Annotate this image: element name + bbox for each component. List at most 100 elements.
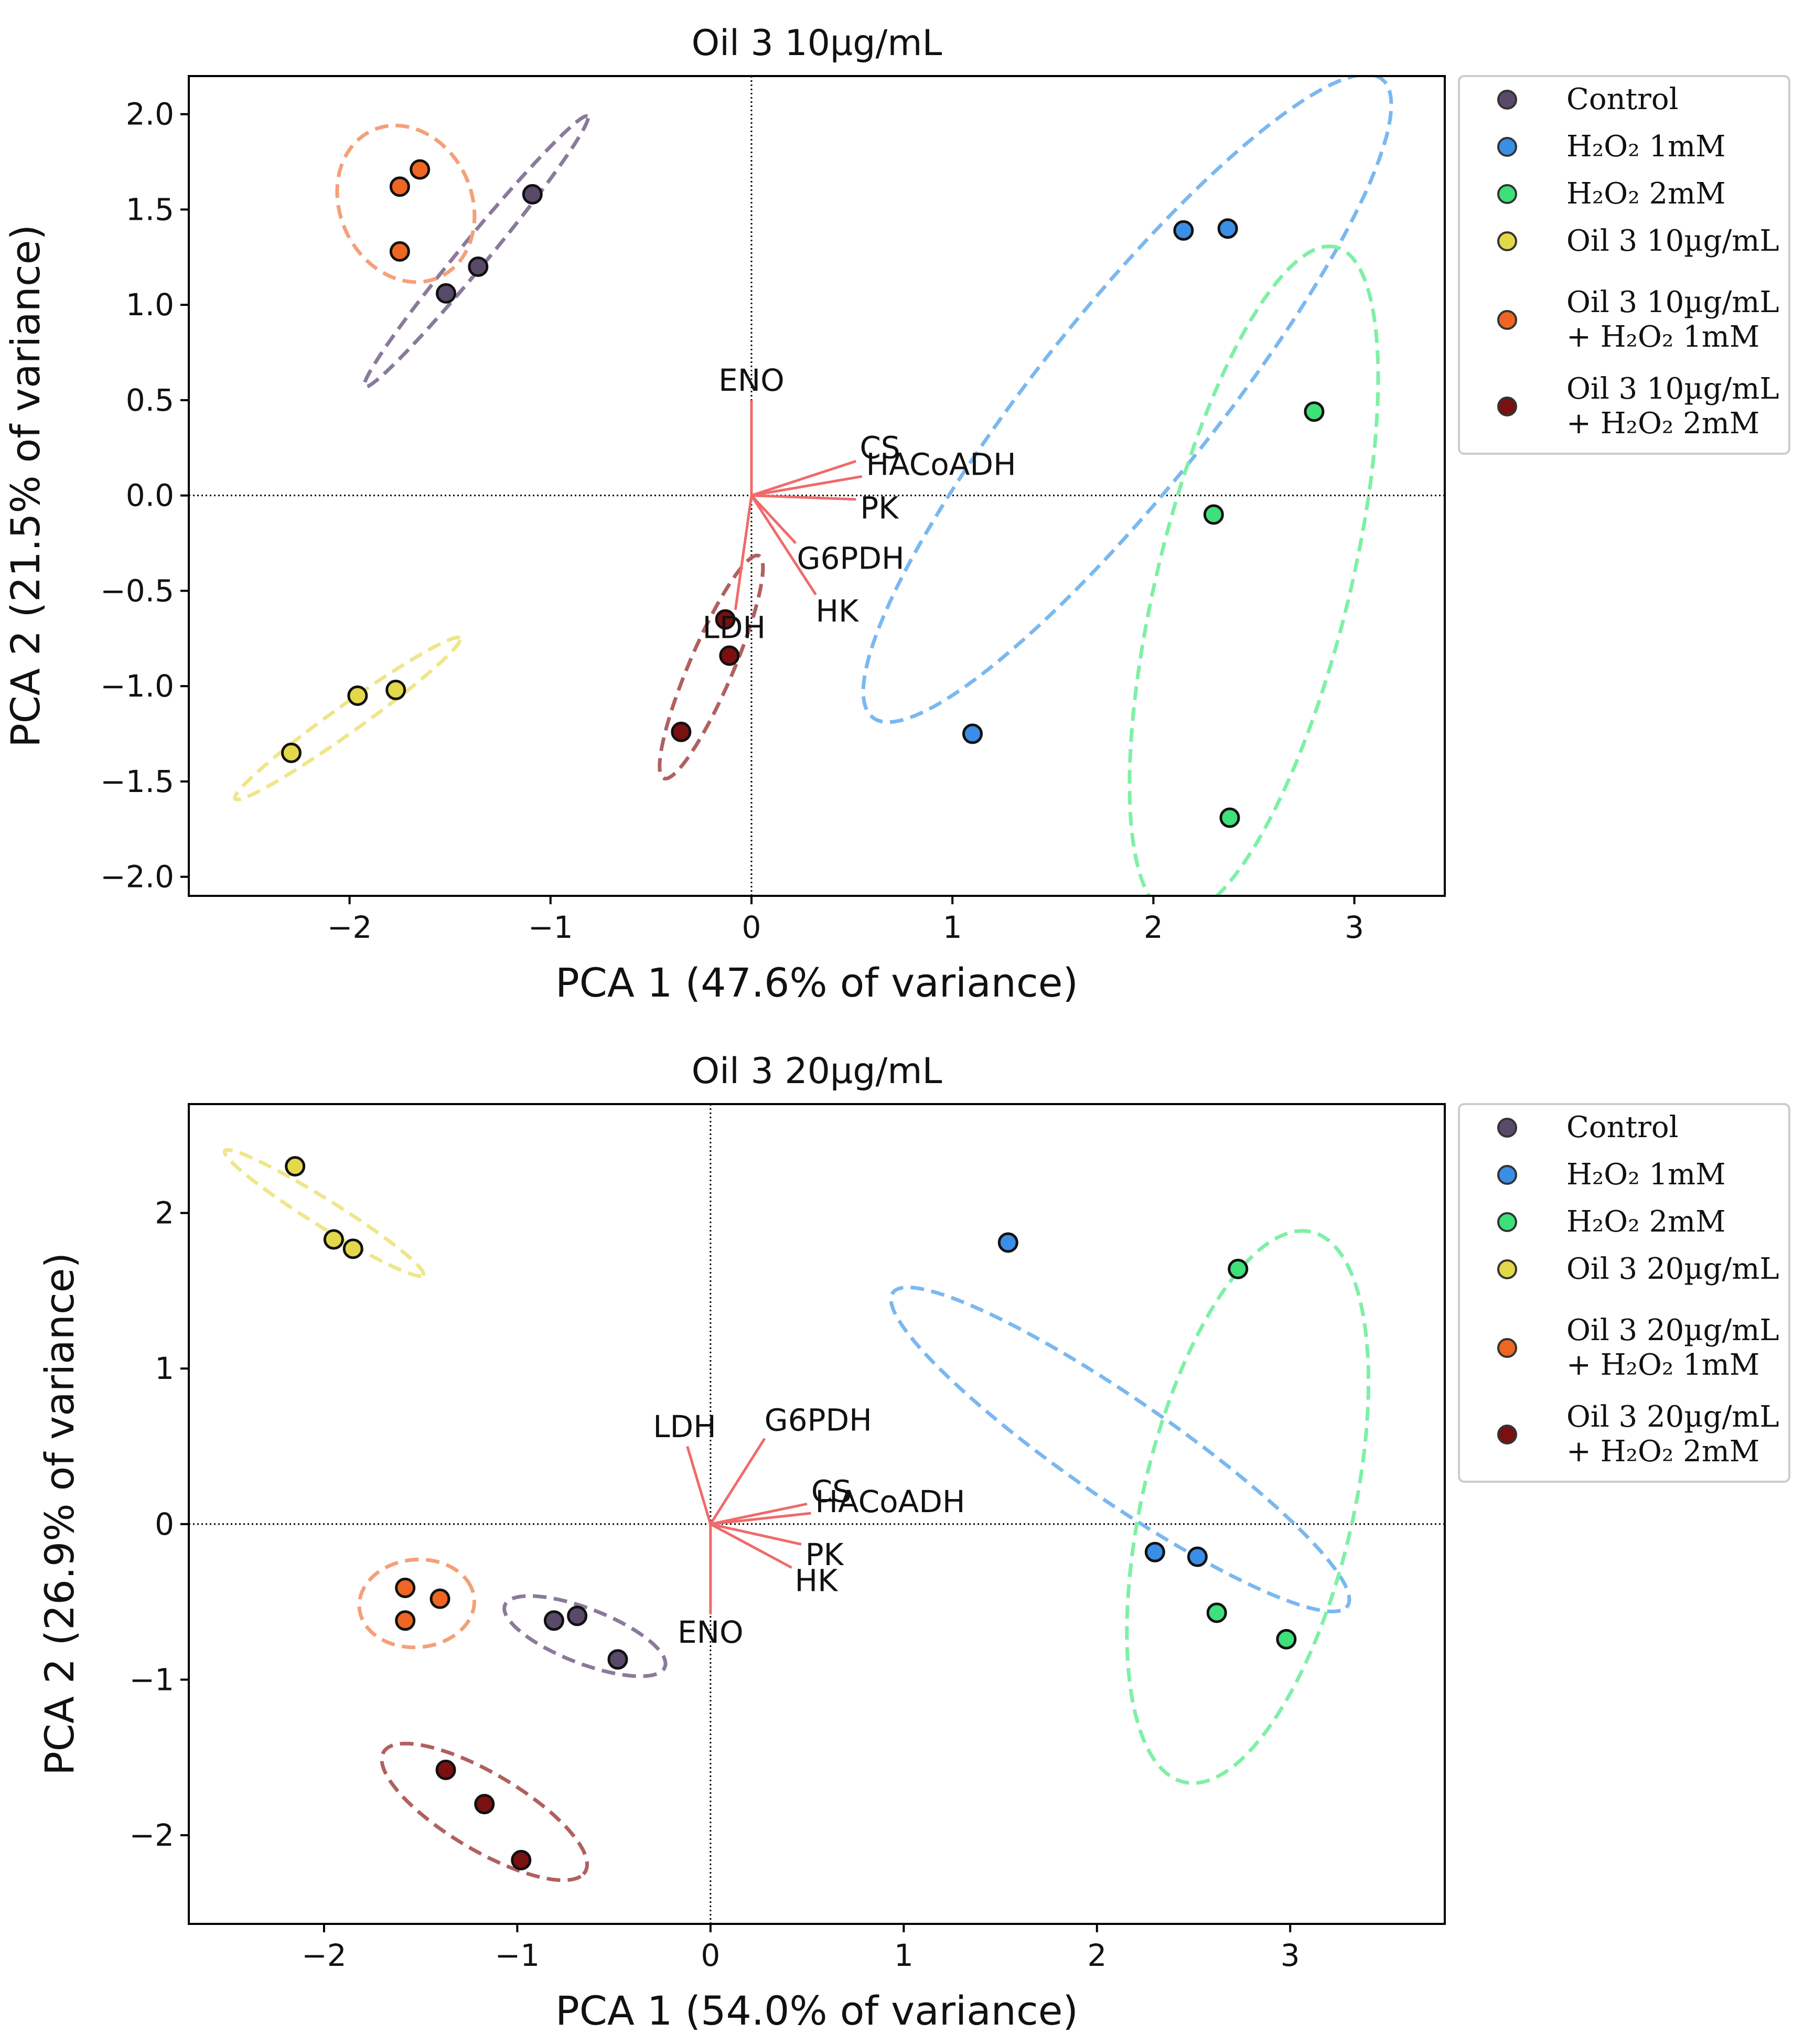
loading-label-hacoadh: HACoADH	[866, 446, 1016, 482]
loading-vector-hk	[750, 495, 817, 596]
confidence-ellipse-2	[861, 76, 1393, 724]
data-point	[347, 685, 368, 706]
legend-label: Control	[1566, 82, 1679, 116]
data-point	[281, 742, 302, 763]
confidence-ellipse-4	[222, 1148, 426, 1278]
confidence-ellipse-5	[335, 123, 477, 284]
y-axis-label: PCA 2 (26.9% of variance)	[36, 1253, 83, 1775]
x-tick-label: 2	[1087, 1938, 1107, 1973]
legend-label: + H₂O₂ 2mM	[1566, 1435, 1759, 1469]
legend-marker	[1497, 137, 1517, 157]
loading-label-g6pdh: G6PDH	[797, 541, 905, 576]
loading-vector-g6pdh	[750, 494, 797, 544]
legend-marker	[1497, 1118, 1517, 1138]
confidence-ellipse-6	[658, 553, 765, 781]
data-point	[395, 1577, 416, 1598]
data-point	[522, 184, 543, 205]
legend-marker	[1497, 397, 1517, 416]
loading-vector-pk	[751, 494, 856, 501]
y-tick-label: −2.0	[100, 859, 174, 895]
data-point	[511, 1849, 532, 1870]
loading-label-eno: ENO	[678, 1614, 744, 1650]
legend-marker	[1497, 184, 1517, 204]
plot-area	[189, 76, 1445, 896]
loading-label-g6pdh: G6PDH	[765, 1402, 872, 1438]
loading-label-cs: CS	[811, 1474, 852, 1510]
y-tick-label: 1.0	[126, 287, 174, 323]
data-point	[389, 176, 410, 197]
confidence-ellipse-4	[233, 636, 462, 801]
loading-vector-hacoadh	[710, 1512, 811, 1526]
legend-label: + H₂O₂ 1mM	[1566, 320, 1759, 354]
loading-label-pk: PK	[860, 490, 899, 526]
data-point	[435, 283, 456, 304]
loading-vector-hacoadh	[751, 475, 863, 497]
y-tick-label: −1.0	[100, 668, 174, 704]
confidence-ellipse-5	[357, 1557, 477, 1650]
y-tick-label: 1.5	[126, 191, 174, 227]
loading-label-eno: ENO	[718, 362, 785, 398]
legend-marker	[1497, 310, 1517, 330]
loading-vector-ldh	[686, 1446, 712, 1525]
legend-marker	[1497, 231, 1517, 251]
loading-label-hk: HK	[794, 1563, 839, 1598]
data-point	[997, 1232, 1018, 1253]
data-point	[395, 1610, 416, 1631]
legend: Control H₂O₂ 1mM H₂O₂ 2mM Oil 3 10µg/mL Oil …	[1458, 75, 1790, 455]
loading-vector-g6pdh	[709, 1438, 766, 1525]
y-tick-label: 2	[155, 1195, 174, 1231]
data-point	[468, 256, 489, 277]
data-point	[1276, 1629, 1297, 1650]
data-point	[962, 723, 983, 744]
data-point	[410, 159, 431, 180]
x-tick-label: 1	[894, 1938, 914, 1973]
x-tick-label: 0	[742, 909, 761, 945]
y-tick-label: −0.5	[100, 573, 174, 608]
data-point	[1217, 218, 1238, 239]
loading-label-cs: CS	[860, 430, 900, 466]
data-point	[1203, 504, 1224, 525]
legend-label: Control	[1566, 1110, 1679, 1144]
legend-label: Oil 3 20µg/mL	[1566, 1313, 1779, 1347]
x-axis-label: PCA 1 (54.0% of variance)	[555, 1987, 1078, 2034]
y-tick-label: 1	[155, 1351, 174, 1386]
y-tick-label: 0	[155, 1506, 174, 1542]
data-point	[1173, 220, 1194, 241]
data-point	[1206, 1602, 1227, 1623]
legend-label: Oil 3 10µg/mL	[1566, 224, 1779, 258]
x-tick-label: −2	[327, 909, 372, 945]
y-tick-label: −1	[130, 1662, 175, 1697]
data-point	[607, 1649, 628, 1670]
legend-marker	[1497, 1212, 1517, 1232]
data-point	[719, 645, 740, 666]
loading-vector-pk	[710, 1523, 802, 1546]
legend-label: Oil 3 20µg/mL	[1566, 1252, 1779, 1286]
data-point	[567, 1606, 588, 1626]
data-point	[323, 1229, 344, 1250]
confidence-ellipse-3	[1128, 244, 1380, 896]
legend-label: + H₂O₂ 1mM	[1566, 1348, 1759, 1382]
confidence-ellipse-2	[889, 1285, 1351, 1613]
y-tick-label: −1.5	[100, 764, 174, 799]
data-point	[389, 241, 410, 262]
legend-marker	[1497, 1338, 1517, 1358]
x-tick-label: −2	[302, 1938, 347, 1973]
plot-area	[189, 1104, 1445, 1924]
legend-marker	[1497, 1425, 1517, 1444]
y-axis-label: PCA 2 (21.5% of variance)	[2, 224, 49, 747]
loading-label-hacoadh: HACoADH	[815, 1484, 965, 1519]
legend-label: H₂O₂ 1mM	[1566, 130, 1726, 164]
confidence-ellipse-3	[1125, 1229, 1371, 1785]
data-point	[1144, 1542, 1165, 1563]
loading-label-ldh: LDH	[703, 610, 766, 646]
legend-marker	[1497, 1165, 1517, 1185]
legend-label: + H₂O₂ 2mM	[1566, 406, 1759, 441]
data-point	[285, 1156, 306, 1177]
loading-label-pk: PK	[806, 1537, 845, 1572]
loading-vector-cs	[710, 1502, 808, 1526]
data-point	[1304, 401, 1325, 422]
confidence-ellipse-1	[502, 1594, 668, 1678]
